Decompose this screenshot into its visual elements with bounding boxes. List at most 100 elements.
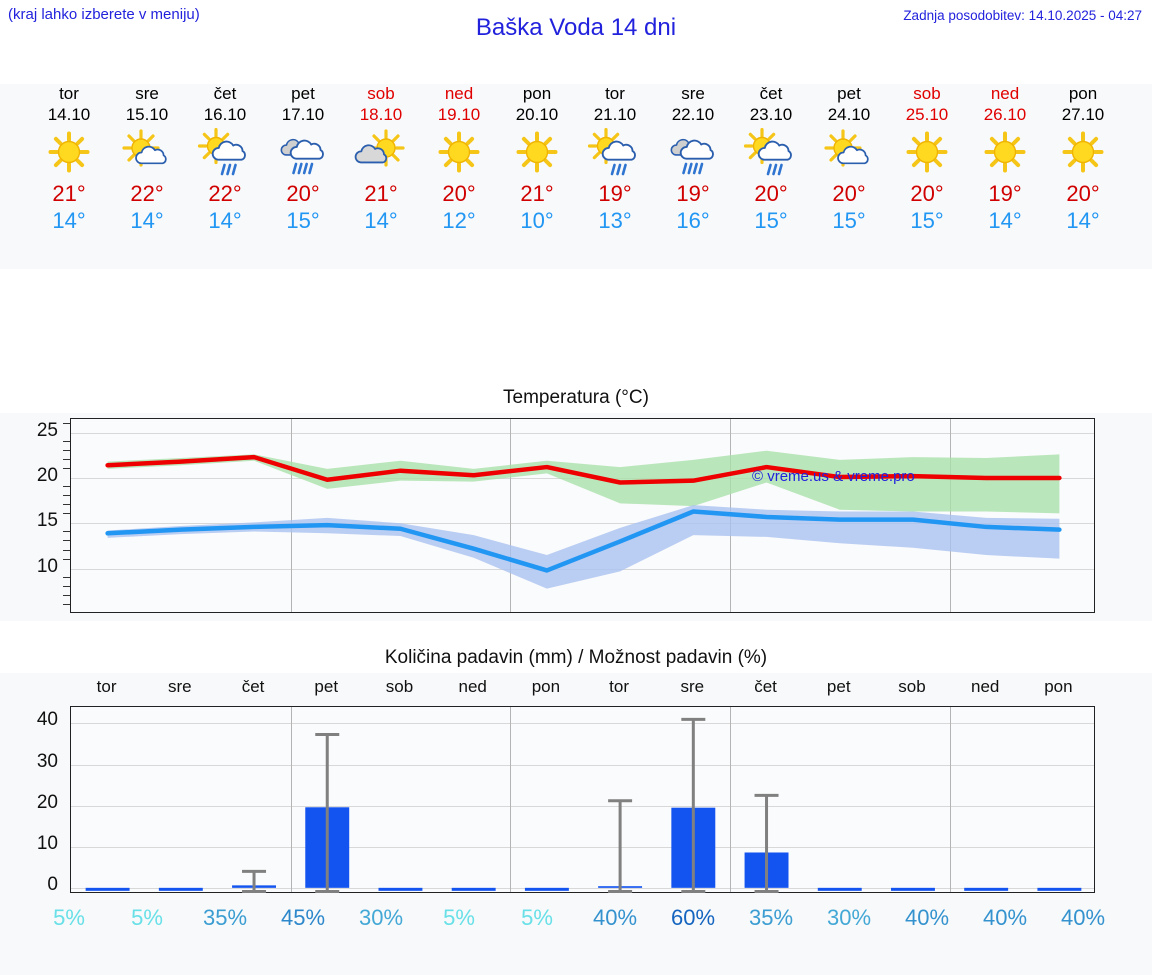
y-axis-minor-tick (63, 486, 70, 488)
max-temperature-value: 22° (208, 181, 242, 206)
y-axis-tick-label: 30 (36, 750, 58, 772)
gridline (71, 723, 1094, 725)
temperature-chart-section: Temperatura (°C) © vreme.us & vreme.pro … (0, 383, 1152, 621)
page-title: Baška Voda 14 dni (475, 14, 677, 41)
y-axis-minor-tick (63, 558, 70, 560)
sun-icon (888, 125, 966, 180)
max-temperature-value: 21° (364, 181, 398, 206)
day-column[interactable]: ned 19.10 20° 12° (420, 84, 498, 234)
day-date-label: 17.10 (281, 105, 325, 124)
min-temperature-value: 14° (988, 208, 1022, 233)
sun-icon (30, 125, 108, 180)
y-axis-tick-label: 40 (36, 709, 58, 731)
day-date-label: 27.10 (1061, 105, 1105, 124)
y-axis-minor-tick (63, 576, 70, 578)
day-of-week-label: tor (59, 84, 79, 103)
sun-icon (498, 125, 576, 180)
day-column[interactable]: ned 26.10 19° 14° (966, 84, 1044, 234)
vertical-gridline (729, 707, 731, 892)
day-of-week-label: sob (913, 84, 941, 103)
min-temperature-value: 15° (754, 208, 788, 233)
max-temperature-value: 21° (520, 181, 554, 206)
precipitation-x-label: sre (680, 677, 705, 696)
min-temperature-value: 15° (910, 208, 944, 233)
y-axis-tick-label: 10 (36, 832, 58, 854)
day-of-week-label: pon (1068, 84, 1098, 103)
precipitation-probability-value: 30% (358, 905, 404, 930)
min-temperature-value: 14° (130, 208, 164, 233)
vertical-gridline (290, 419, 292, 612)
precipitation-x-label: sob (898, 677, 926, 696)
day-column[interactable]: pet 24.10 20° 15° (810, 84, 888, 234)
precipitation-x-label: tor (96, 677, 117, 696)
max-temperature-value: 19° (988, 181, 1022, 206)
precipitation-x-label: pet (314, 677, 339, 696)
precipitation-x-label: pet (826, 677, 851, 696)
min-temperature-value: 14° (52, 208, 86, 233)
day-date-label: 20.10 (515, 105, 559, 124)
day-column[interactable]: sob 25.10 20° 15° (888, 84, 966, 234)
precipitation-x-label: čet (241, 677, 265, 696)
day-column[interactable]: sre 15.10 22° 14° (108, 84, 186, 234)
day-column[interactable]: čet 23.10 20° 15° (732, 84, 810, 234)
precipitation-probability-value: 40% (1060, 905, 1106, 930)
sun-cloud-rain-icon (186, 125, 264, 180)
y-axis-tick-label: 20 (36, 791, 58, 813)
precipitation-x-label: ned (970, 677, 1000, 696)
cloud-rain-icon (654, 125, 732, 180)
y-axis-minor-tick (63, 531, 70, 533)
max-temperature-value: 22° (130, 181, 164, 206)
vertical-gridline (290, 707, 292, 892)
precipitation-x-label: pon (531, 677, 561, 696)
day-column[interactable]: pet 17.10 20° 15° (264, 84, 342, 234)
min-temperature-value: 13° (598, 208, 632, 233)
precipitation-probability-value: 5% (443, 905, 475, 930)
vertical-gridline (949, 707, 951, 892)
day-of-week-label: pet (837, 84, 861, 103)
gridline (71, 764, 1094, 766)
day-column[interactable]: tor 21.10 19° 13° (576, 84, 654, 234)
precipitation-x-label: pon (1044, 677, 1073, 696)
gridline (71, 846, 1094, 848)
day-date-label: 14.10 (47, 105, 91, 124)
day-date-label: 26.10 (983, 105, 1027, 124)
precipitation-probability-value: 30% (826, 905, 872, 930)
day-column[interactable]: čet 16.10 22° 14° (186, 84, 264, 234)
vertical-gridline (510, 419, 512, 612)
day-date-label: 16.10 (203, 105, 247, 124)
day-column[interactable]: sre 22.10 19° 16° (654, 84, 732, 234)
min-temperature-value: 14° (364, 208, 398, 233)
min-temperature-value: 15° (286, 208, 320, 233)
max-temperature-value: 20° (754, 181, 788, 206)
day-date-label: 25.10 (905, 105, 949, 124)
page-header: (kraj lahko izberete v meniju) Baška Vod… (0, 0, 1152, 46)
max-temperature-value: 20° (832, 181, 866, 206)
watermark-text: © vreme.us & vreme.pro (752, 467, 915, 485)
precipitation-probability-value: 40% (982, 905, 1028, 930)
vertical-gridline (510, 707, 512, 892)
precipitation-x-label: čet (754, 677, 777, 696)
min-temperature-value: 10° (520, 208, 554, 233)
min-temperature-value: 15° (832, 208, 866, 233)
min-temperature-value: 16° (676, 208, 710, 233)
day-column[interactable]: pon 27.10 20° 14° (1044, 84, 1122, 234)
y-axis-minor-tick (63, 495, 70, 497)
y-axis-minor-tick (63, 458, 70, 460)
precipitation-x-label: ned (458, 677, 487, 696)
y-axis-minor-tick (63, 449, 70, 451)
sun-icon (420, 125, 498, 180)
day-column[interactable]: tor 14.10 21° 14° (30, 84, 108, 234)
precipitation-x-label: sob (385, 677, 414, 696)
y-axis-minor-tick (63, 422, 70, 424)
day-column[interactable]: sob 18.10 21° 14° (342, 84, 420, 234)
day-of-week-label: sre (681, 84, 705, 103)
gridline (71, 887, 1094, 889)
y-axis-minor-tick (63, 513, 70, 515)
day-column[interactable]: pon 20.10 21° 10° (498, 84, 576, 234)
day-of-week-label: pon (522, 84, 552, 103)
sun-cloud-icon (810, 125, 888, 180)
y-axis-minor-tick (63, 549, 70, 551)
y-axis-tick-label: 10 (36, 555, 58, 577)
gridline (71, 523, 1094, 525)
day-date-label: 18.10 (359, 105, 403, 124)
